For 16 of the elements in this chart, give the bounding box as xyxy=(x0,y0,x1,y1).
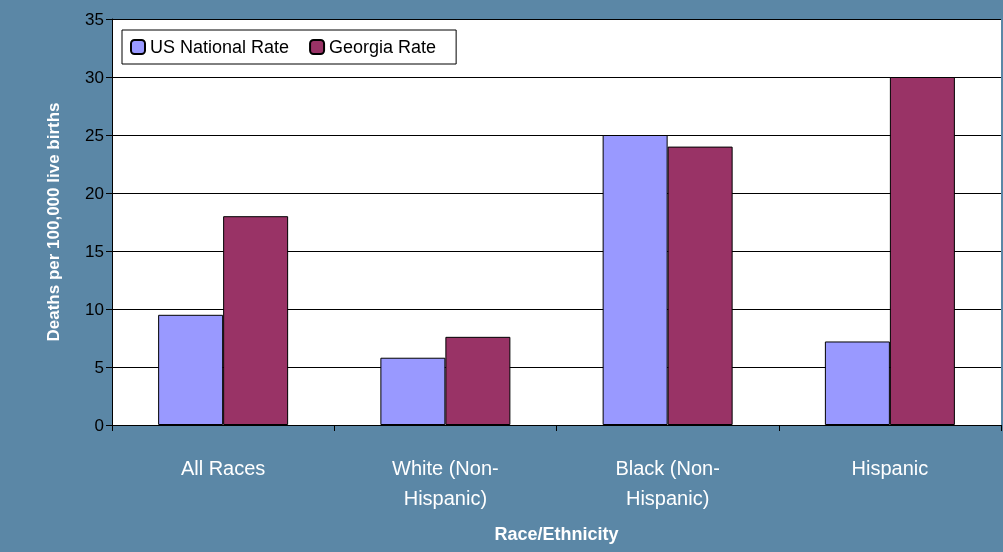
y-tick-label: 35 xyxy=(85,9,104,29)
y-tick-label: 10 xyxy=(85,299,104,319)
x-tick-label: White (Non- Hispanic) xyxy=(392,457,499,509)
legend-label: US National Rate xyxy=(150,37,290,57)
y-tick-label: 5 xyxy=(94,357,104,377)
y-axis-title: Deaths per 100,000 live births xyxy=(44,102,63,342)
y-tick-label: 30 xyxy=(85,67,104,87)
legend-label: Georgia Rate xyxy=(329,37,437,57)
y-tick-label: 20 xyxy=(85,183,104,203)
y-tick-label: 25 xyxy=(85,125,104,145)
x-tick-label: Hispanic xyxy=(851,457,929,479)
y-tick-label: 15 xyxy=(85,241,104,261)
y-tick-label: 0 xyxy=(94,415,104,435)
x-axis-title: Race/Ethnicity xyxy=(494,524,619,544)
x-tick-label: All Races xyxy=(180,457,266,479)
x-tick-label: Black (Non- Hispanic) xyxy=(615,457,720,509)
